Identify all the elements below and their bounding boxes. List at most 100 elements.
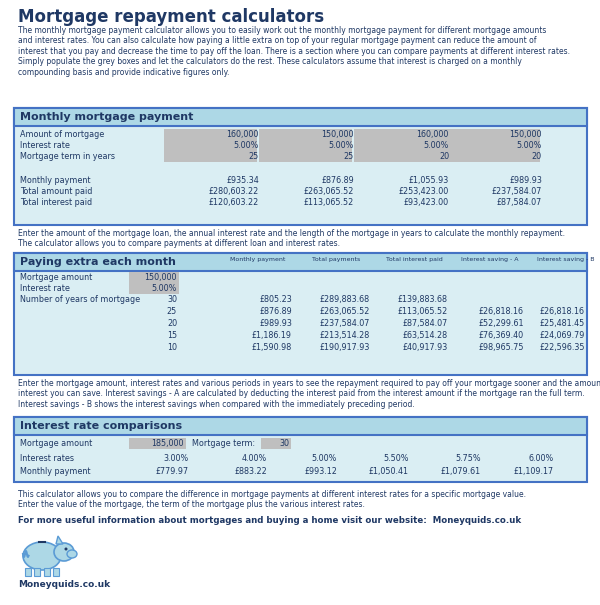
Text: Monthly payment: Monthly payment — [230, 257, 286, 262]
Text: 25: 25 — [167, 307, 177, 316]
Text: Interest rate: Interest rate — [20, 141, 70, 150]
Text: £1,590.98: £1,590.98 — [252, 343, 292, 352]
Text: £263,065.52: £263,065.52 — [304, 187, 354, 196]
Text: £237,584.07: £237,584.07 — [320, 319, 370, 328]
Text: Mortgage amount: Mortgage amount — [20, 439, 92, 448]
Text: £876.89: £876.89 — [321, 176, 354, 185]
Bar — [34, 568, 40, 576]
Text: £883.22: £883.22 — [234, 467, 267, 476]
Text: 5.00%: 5.00% — [329, 141, 354, 150]
Text: £280,603.22: £280,603.22 — [209, 187, 259, 196]
Text: 185,000: 185,000 — [151, 439, 184, 448]
Text: Total interest paid: Total interest paid — [386, 257, 442, 262]
Bar — [53, 568, 59, 576]
Text: Amount of mortgage: Amount of mortgage — [20, 130, 104, 139]
Bar — [14, 108, 587, 225]
Bar — [164, 129, 257, 140]
Text: £120,603.22: £120,603.22 — [209, 198, 259, 207]
Text: Total interest paid: Total interest paid — [20, 198, 92, 207]
Ellipse shape — [67, 550, 77, 558]
Text: £1,109.17: £1,109.17 — [514, 467, 554, 476]
Bar — [14, 253, 587, 375]
Text: 10: 10 — [167, 343, 177, 352]
Text: 5.00%: 5.00% — [233, 141, 259, 150]
Text: £213,514.28: £213,514.28 — [320, 331, 370, 340]
Text: £26,818.16: £26,818.16 — [479, 307, 524, 316]
Bar — [261, 438, 291, 449]
Text: 20: 20 — [532, 152, 542, 161]
Text: £40,917.93: £40,917.93 — [403, 343, 448, 352]
Bar — [354, 151, 447, 162]
Text: £87,584.07: £87,584.07 — [403, 319, 448, 328]
Text: 5.00%: 5.00% — [517, 141, 542, 150]
Bar — [129, 438, 186, 449]
Bar — [14, 253, 587, 271]
Text: £25,481.45: £25,481.45 — [540, 319, 585, 328]
Text: £989.93: £989.93 — [259, 319, 292, 328]
Text: £1,055.93: £1,055.93 — [409, 176, 449, 185]
Text: Interest rate: Interest rate — [20, 284, 70, 293]
Text: £93,423.00: £93,423.00 — [404, 198, 449, 207]
Text: £26,818.16: £26,818.16 — [540, 307, 585, 316]
Bar — [14, 417, 587, 435]
Text: 5.00%: 5.00% — [424, 141, 449, 150]
Text: £52,299.61: £52,299.61 — [479, 319, 524, 328]
Text: Interest rates: Interest rates — [20, 454, 74, 463]
Circle shape — [65, 548, 67, 551]
Text: 4.00%: 4.00% — [242, 454, 267, 463]
Text: £876.89: £876.89 — [259, 307, 292, 316]
Text: £87,584.07: £87,584.07 — [497, 198, 542, 207]
Text: £263,065.52: £263,065.52 — [320, 307, 370, 316]
Bar — [129, 283, 179, 294]
Text: 5.50%: 5.50% — [383, 454, 409, 463]
Text: Monthly mortgage payment: Monthly mortgage payment — [20, 112, 193, 122]
Text: 20: 20 — [167, 319, 177, 328]
Bar — [259, 140, 352, 151]
Text: 5.75%: 5.75% — [455, 454, 481, 463]
Text: £989.93: £989.93 — [509, 176, 542, 185]
Bar — [25, 568, 31, 576]
Text: Mortgage amount: Mortgage amount — [20, 273, 92, 282]
Text: The monthly mortgage payment calculator allows you to easily work out the monthl: The monthly mortgage payment calculator … — [18, 26, 570, 77]
Ellipse shape — [54, 543, 74, 561]
Text: 160,000: 160,000 — [416, 130, 449, 139]
Text: 150,000: 150,000 — [322, 130, 354, 139]
Text: 6.00%: 6.00% — [529, 454, 554, 463]
Text: £22,596.35: £22,596.35 — [539, 343, 585, 352]
Text: £237,584.07: £237,584.07 — [491, 187, 542, 196]
Text: Interest saving - B: Interest saving - B — [537, 257, 595, 262]
Text: £113,065.52: £113,065.52 — [398, 307, 448, 316]
Text: 3.00%: 3.00% — [164, 454, 189, 463]
Text: Paying extra each month: Paying extra each month — [20, 257, 176, 267]
Text: Interest rate comparisons: Interest rate comparisons — [20, 421, 182, 431]
Bar — [164, 151, 257, 162]
Text: £1,186.19: £1,186.19 — [252, 331, 292, 340]
Text: Mortgage term:: Mortgage term: — [192, 439, 255, 448]
Text: Number of years of mortgage: Number of years of mortgage — [20, 295, 140, 304]
Ellipse shape — [23, 542, 61, 570]
Text: £253,423.00: £253,423.00 — [399, 187, 449, 196]
Bar — [354, 140, 447, 151]
Text: £190,917.93: £190,917.93 — [320, 343, 370, 352]
Text: £779.97: £779.97 — [156, 467, 189, 476]
Bar — [447, 151, 540, 162]
Bar — [354, 129, 447, 140]
Text: Total amount paid: Total amount paid — [20, 187, 92, 196]
Text: £993.12: £993.12 — [304, 467, 337, 476]
Text: 25: 25 — [249, 152, 259, 161]
Text: Moneyquids.co.uk: Moneyquids.co.uk — [18, 580, 110, 589]
Text: 25: 25 — [344, 152, 354, 161]
Text: Interest saving - A: Interest saving - A — [461, 257, 519, 262]
Bar — [447, 140, 540, 151]
Text: £935.34: £935.34 — [226, 176, 259, 185]
Text: £1,079.61: £1,079.61 — [441, 467, 481, 476]
Text: This calculator allows you to compare the difference in mortgage payments at dif: This calculator allows you to compare th… — [18, 490, 526, 509]
Text: Total payments: Total payments — [312, 257, 360, 262]
Text: £1,050.41: £1,050.41 — [369, 467, 409, 476]
Polygon shape — [56, 536, 63, 544]
Text: £76,369.40: £76,369.40 — [479, 331, 524, 340]
Bar — [447, 129, 540, 140]
Bar — [259, 151, 352, 162]
Text: Enter the mortgage amount, interest rates and various periods in years to see th: Enter the mortgage amount, interest rate… — [18, 379, 600, 409]
Text: £139,883.68: £139,883.68 — [398, 295, 448, 304]
